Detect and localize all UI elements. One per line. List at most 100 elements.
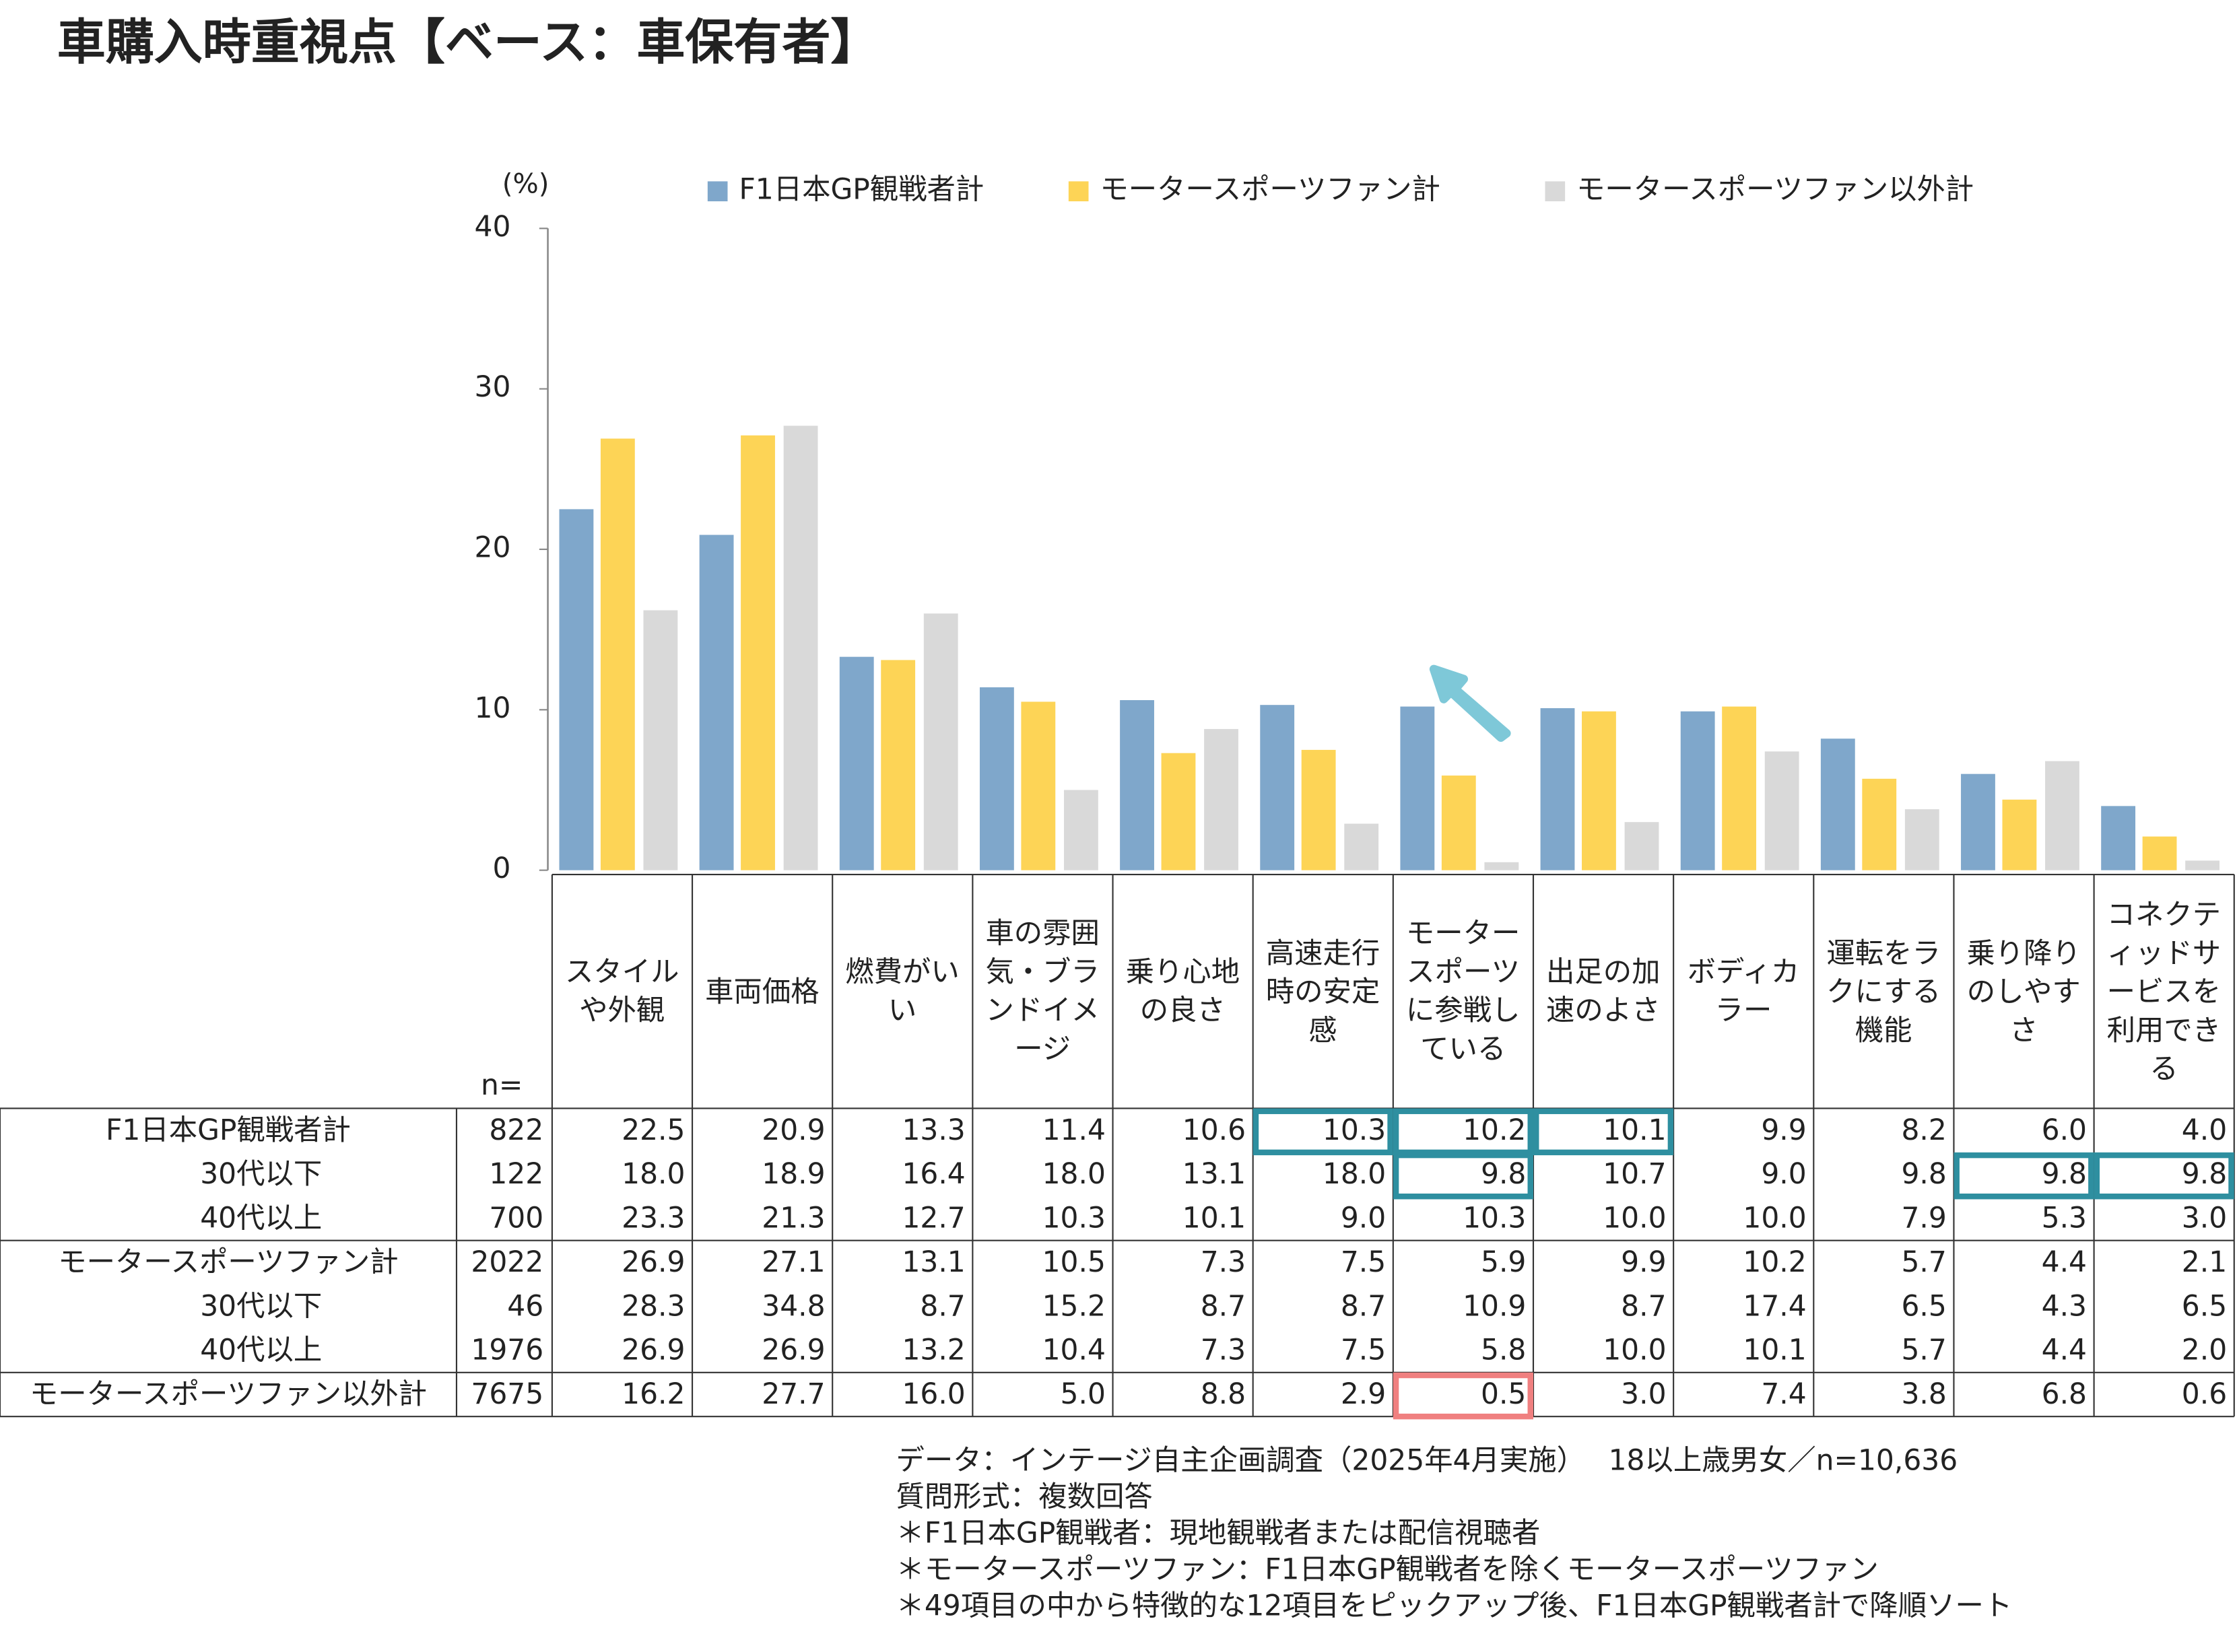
row-n: 822 xyxy=(489,1113,543,1146)
row-label: 30代以下 xyxy=(200,1289,322,1322)
bar xyxy=(1120,700,1154,870)
x-tick-label: コネクティッドサービスを利用できる xyxy=(2106,896,2222,1085)
x-tick-label: 乗り降りのしやすさ xyxy=(1966,935,2081,1047)
table-cell: 34.8 xyxy=(762,1289,825,1322)
x-tick-label: スタイルや外観 xyxy=(564,954,679,1027)
legend-swatch xyxy=(707,181,728,202)
bar xyxy=(2045,761,2079,870)
table-cell: 10.3 xyxy=(1042,1202,1106,1235)
y-unit: (%) xyxy=(502,169,549,200)
table-cell: 13.1 xyxy=(1182,1157,1246,1190)
table-cell: 10.3 xyxy=(1323,1113,1386,1146)
bar xyxy=(1484,862,1519,870)
bar xyxy=(2142,836,2177,870)
table-cell: 5.3 xyxy=(2042,1202,2087,1235)
table-cell: 8.7 xyxy=(1621,1289,1666,1322)
legend-label: モータースポーツファン以外計 xyxy=(1576,173,1974,206)
table-cell: 4.4 xyxy=(2042,1334,2087,1367)
table-cell: 8.8 xyxy=(1201,1377,1246,1410)
bar xyxy=(979,687,1014,870)
table-cell: 18.0 xyxy=(1323,1157,1386,1190)
bar xyxy=(1904,809,1939,870)
x-tick-label: 出足の加速のよさ xyxy=(1546,954,1661,1027)
row-n: 1976 xyxy=(471,1334,543,1367)
category-cell: モータースポーツに参戦している xyxy=(1405,916,1521,1066)
table-cell: 10.6 xyxy=(1182,1113,1246,1146)
table-cell: 5.7 xyxy=(1901,1334,1946,1367)
row-n: 2022 xyxy=(471,1245,543,1278)
table-cell: 9.0 xyxy=(1341,1202,1386,1235)
table-cell: 7.9 xyxy=(1901,1202,1946,1235)
category-cell: 乗り心地の良さ xyxy=(1126,955,1240,1027)
bar xyxy=(2101,806,2136,870)
footnote: ＊F1日本GP観戦者：現地観戦者または配信視聴者 xyxy=(896,1516,1540,1549)
legend-label: F1日本GP観戦者計 xyxy=(739,173,984,206)
table-cell: 10.2 xyxy=(1463,1113,1526,1146)
table-cell: 2.9 xyxy=(1341,1377,1386,1410)
x-tick-label: モータースポーツに参戦している xyxy=(1405,916,1521,1066)
table-cell: 10.7 xyxy=(1603,1157,1666,1190)
bar xyxy=(881,660,916,870)
table-cell: 8.2 xyxy=(1901,1113,1946,1146)
table-cell: 27.7 xyxy=(762,1377,825,1410)
table-cell: 9.8 xyxy=(1901,1157,1946,1190)
bar xyxy=(1441,776,1476,870)
bar xyxy=(600,438,635,870)
category-cell: コネクティッドサービスを利用できる xyxy=(2106,896,2222,1085)
legend-swatch xyxy=(1068,181,1089,202)
bar xyxy=(1722,706,1757,870)
footnote: データ：インテージ自主企画調査（2025年4月実施） 18以上歳男女／n=10,… xyxy=(896,1443,1958,1476)
table-cell: 10.3 xyxy=(1463,1202,1526,1235)
row-label: 30代以下 xyxy=(200,1157,322,1190)
table-cell: 10.0 xyxy=(1603,1334,1666,1367)
table-cell: 4.0 xyxy=(2182,1113,2227,1146)
bar xyxy=(1764,751,1799,870)
bar xyxy=(839,656,874,870)
table-cell: 8.7 xyxy=(1201,1289,1246,1322)
table-cell: 6.0 xyxy=(2042,1113,2087,1146)
bar xyxy=(1582,711,1616,870)
x-tick-label: 高速走行時の安定感 xyxy=(1265,935,1380,1047)
row-n: 46 xyxy=(507,1289,543,1322)
highlight-box xyxy=(2094,1152,2234,1200)
table-cell: 13.3 xyxy=(902,1113,965,1146)
table-cell: 6.5 xyxy=(2182,1289,2227,1322)
table-cell: 4.3 xyxy=(2042,1289,2087,1322)
highlight-box xyxy=(1393,1152,1533,1200)
table-cell: 9.0 xyxy=(1761,1157,1806,1190)
category-cell: ボディカラー xyxy=(1688,955,1800,1027)
category-cell: 燃費がいい xyxy=(845,955,959,1027)
category-cell: 出足の加速のよさ xyxy=(1546,954,1661,1027)
chart-title: 車購入時重視点【ベース：車保有者】 xyxy=(57,14,879,71)
table-cell: 7.5 xyxy=(1341,1245,1386,1278)
table-cell: 10.1 xyxy=(1603,1113,1666,1146)
bar xyxy=(643,610,678,870)
category-cell: スタイルや外観 xyxy=(564,954,679,1027)
table-cell: 5.0 xyxy=(1061,1377,1106,1410)
bar xyxy=(2185,860,2220,870)
table-cell: 18.0 xyxy=(1042,1157,1106,1190)
bar xyxy=(1204,728,1238,870)
y-tick-label: 0 xyxy=(493,852,511,885)
category-cell: 高速走行時の安定感 xyxy=(1265,935,1380,1047)
table-cell: 10.4 xyxy=(1042,1334,1106,1367)
table-cell: 28.3 xyxy=(622,1289,685,1322)
bar xyxy=(1862,778,1897,870)
legend-label: モータースポーツファン計 xyxy=(1100,173,1440,206)
table-cell: 10.5 xyxy=(1042,1245,1106,1278)
table-cell: 7.4 xyxy=(1761,1377,1806,1410)
y-tick-label: 40 xyxy=(475,210,511,243)
table-cell: 10.9 xyxy=(1463,1289,1526,1322)
bar xyxy=(699,535,734,870)
x-tick-label: 運転をラクにする機能 xyxy=(1826,935,1941,1047)
table-cell: 26.9 xyxy=(762,1334,825,1367)
table-cell: 6.5 xyxy=(1901,1289,1946,1322)
table-cell: 3.8 xyxy=(1901,1377,1946,1410)
table-cell: 7.3 xyxy=(1201,1334,1246,1367)
category-cell: 車の雰囲気・ブランドイメージ xyxy=(985,916,1099,1065)
table-cell: 18.0 xyxy=(622,1157,685,1190)
table-cell: 13.2 xyxy=(902,1334,965,1367)
bar xyxy=(1540,708,1575,870)
bar xyxy=(1344,823,1379,870)
table-cell: 3.0 xyxy=(1621,1377,1666,1410)
